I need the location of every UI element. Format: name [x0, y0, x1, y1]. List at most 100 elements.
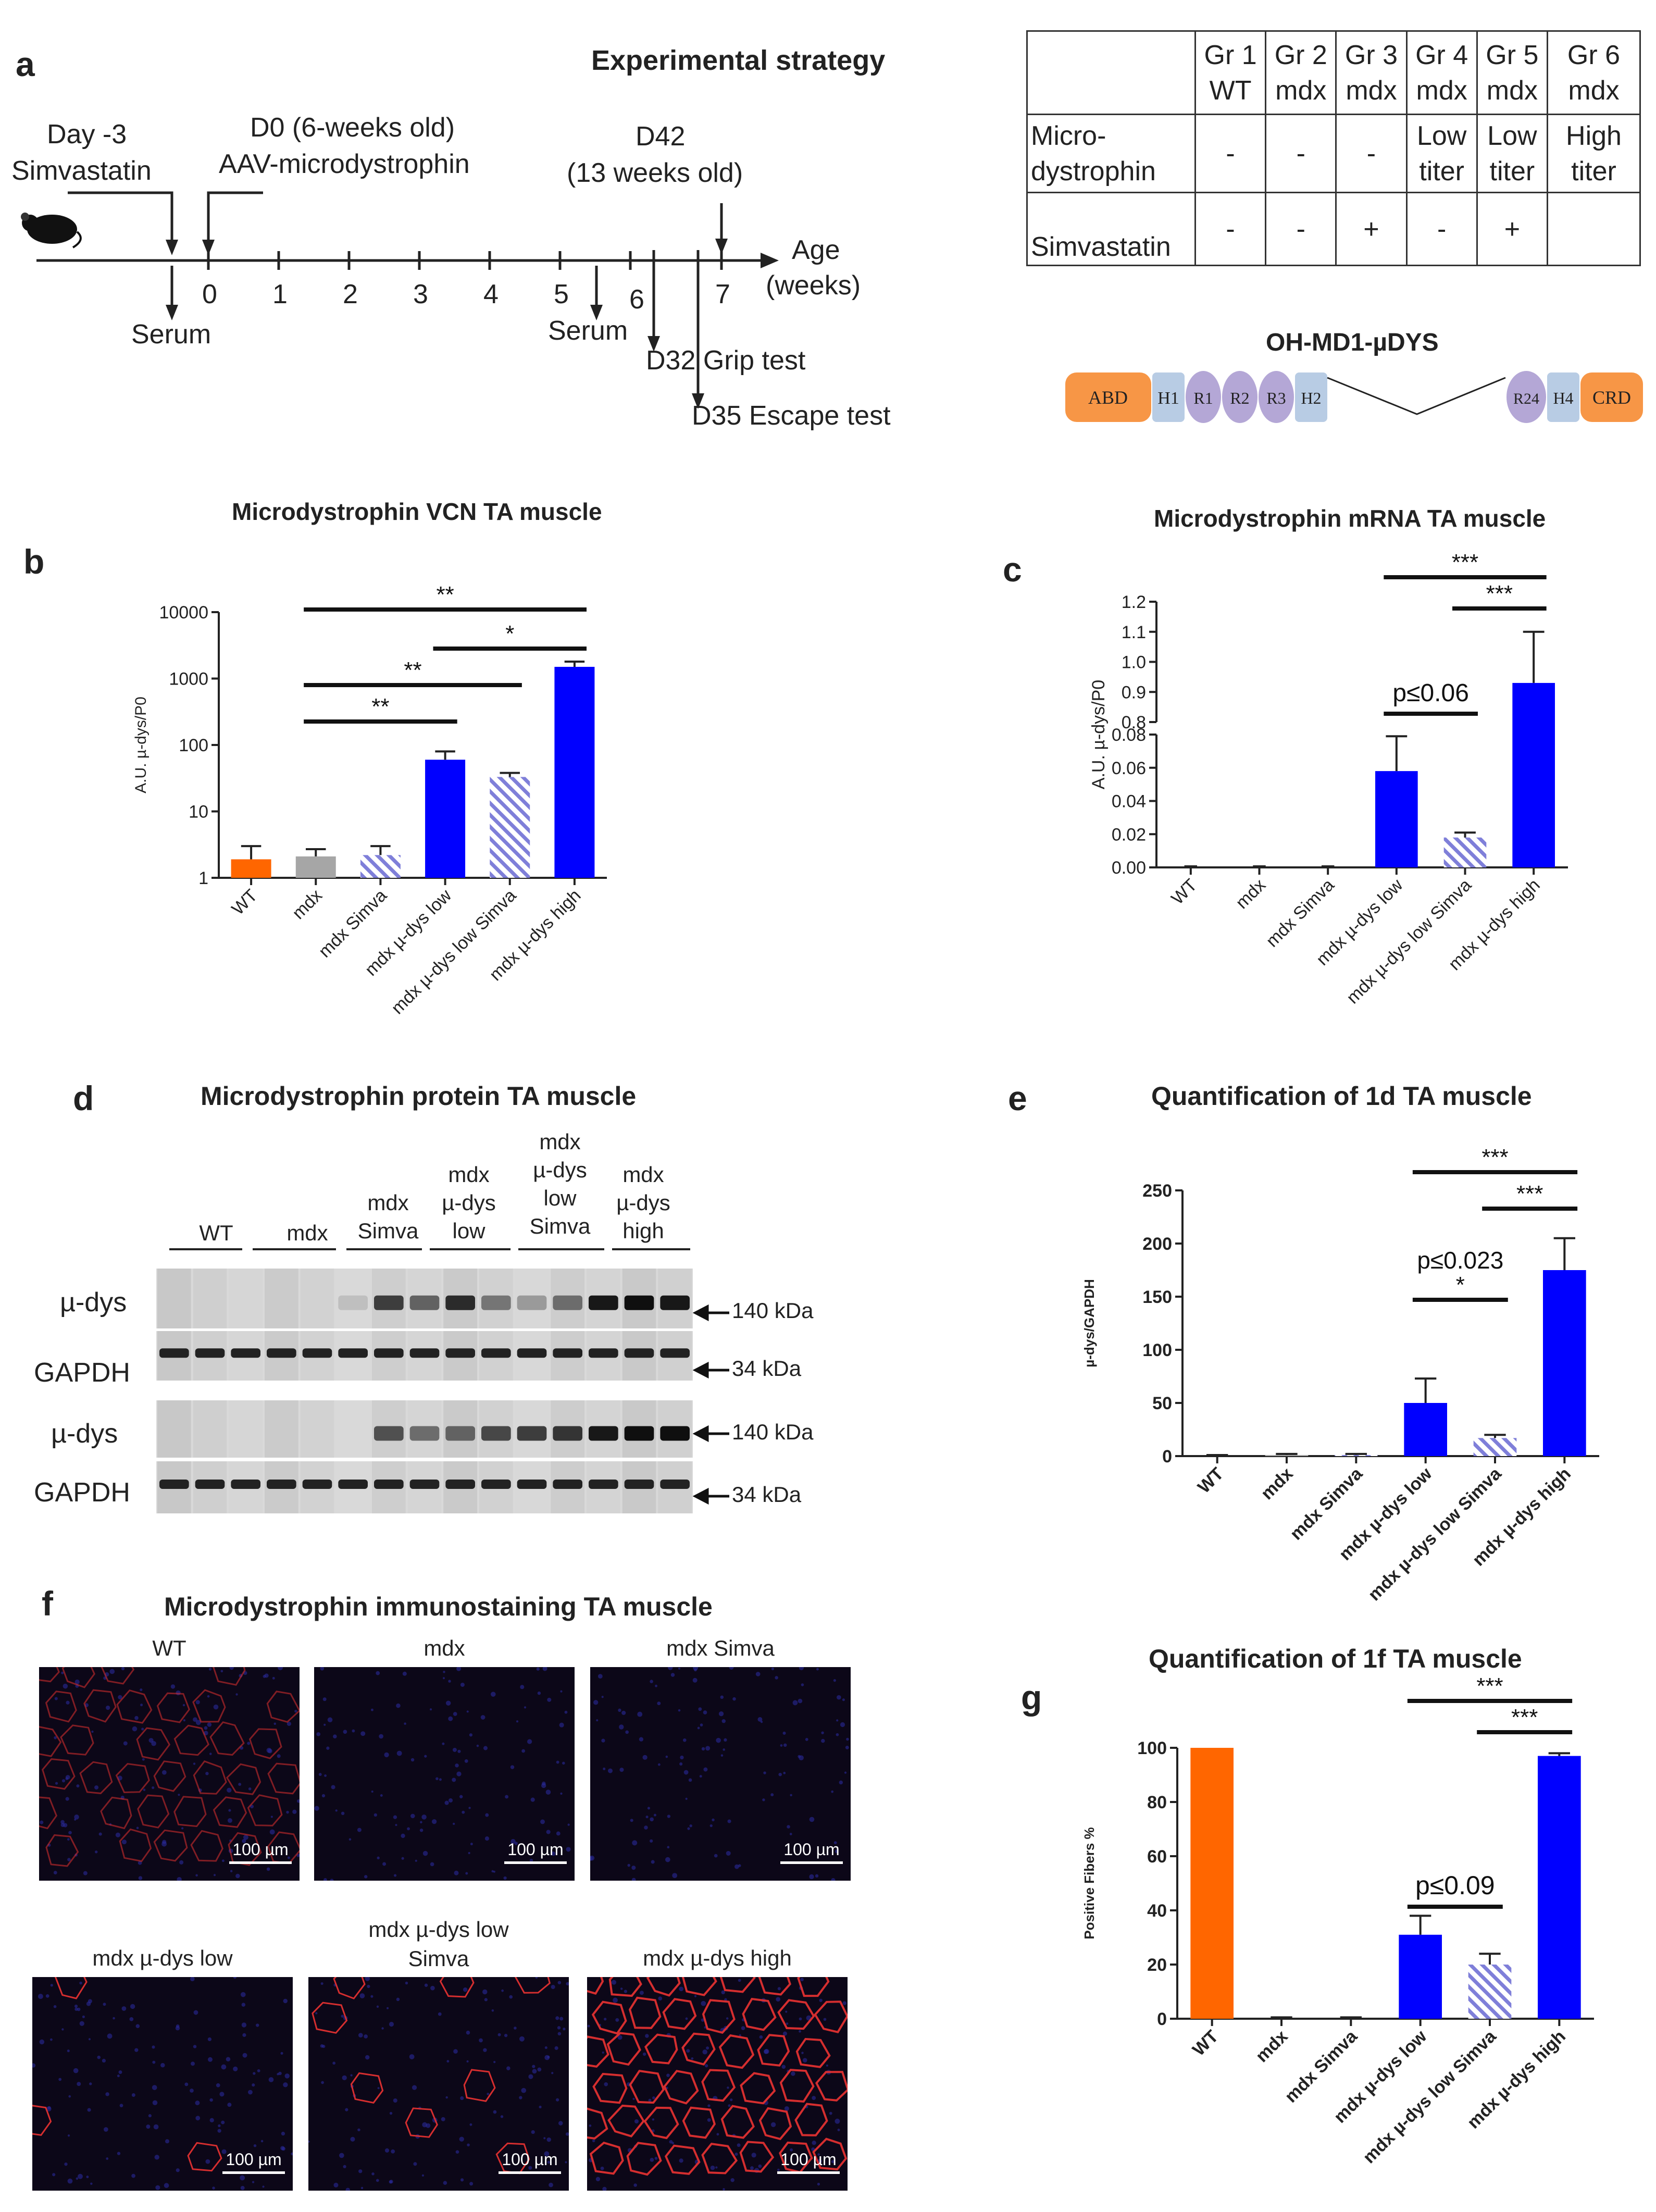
nucleus: [466, 1710, 469, 1713]
image-background: [314, 1667, 575, 1881]
nucleus: [207, 2037, 212, 2042]
x-tick-label: mdx: [289, 886, 326, 923]
fiber-membrane: [644, 2033, 678, 2065]
nucleus: [242, 2033, 246, 2037]
scale-bar: 100 µm: [499, 2150, 561, 2174]
fiber-membrane: [794, 2103, 828, 2136]
nucleus: [790, 1794, 792, 1797]
nucleus: [195, 1700, 200, 1705]
fiber-membrane: [739, 2141, 775, 2173]
nucleus: [103, 2003, 106, 2006]
panel-g-letter: g: [1021, 1678, 1042, 1717]
nucleus: [724, 1738, 727, 1742]
nucleus: [314, 1806, 319, 1811]
nucleus: [682, 1738, 687, 1742]
construct-diagram: ABD H1 R1 R2 R3 H2 R24 H4 CRD: [1065, 371, 1643, 423]
bar: [1443, 837, 1487, 867]
nucleus: [242, 2053, 247, 2058]
nucleus: [559, 2017, 564, 2021]
fiber-membrane: [702, 1999, 736, 2034]
fiber-membrane: [193, 1760, 227, 1795]
nucleus: [556, 1831, 561, 1836]
nucleus: [665, 1755, 668, 1758]
nucleus: [521, 1749, 526, 1753]
nucleus: [737, 2143, 741, 2147]
nucleus: [184, 2082, 189, 2086]
caption-line: Simva: [408, 1946, 469, 1971]
nucleus: [815, 1874, 819, 1878]
nucleus: [315, 2012, 318, 2015]
nucleus: [699, 1775, 702, 1778]
nucleus: [757, 1717, 763, 1722]
y-axis-label: A.U. µ-dys/P0: [1089, 680, 1109, 789]
bar: [1538, 1756, 1581, 2019]
nucleus: [468, 1851, 470, 1855]
nucleus: [252, 2181, 255, 2183]
western-blot: [156, 1269, 693, 1513]
nucleus: [590, 1856, 593, 1861]
nucleus: [836, 1733, 839, 1736]
nucleus: [524, 1706, 527, 1709]
nucleus: [648, 2098, 652, 2102]
nucleus: [52, 2173, 56, 2177]
x-tick-label: WT: [1167, 875, 1201, 909]
blot-band: [445, 1480, 475, 1489]
nucleus: [316, 1732, 321, 1736]
nucleus: [268, 2077, 274, 2082]
y-tick-label: 60: [1147, 1847, 1167, 1867]
nucleus: [457, 1749, 461, 1753]
nucleus: [74, 1818, 77, 1821]
domain-abd: ABD: [1088, 387, 1128, 408]
bar: [1468, 1965, 1512, 2019]
scale-bar: 100 µm: [222, 2150, 285, 2174]
nucleus: [405, 1981, 408, 1985]
nucleus: [205, 1772, 209, 1775]
nucleus: [783, 1743, 787, 1747]
nucleus: [846, 1737, 849, 1741]
nucleus: [650, 1680, 653, 1683]
nucleus: [50, 1984, 53, 1987]
nucleus: [226, 2057, 231, 2062]
nucleus: [706, 2046, 709, 2050]
nucleus: [762, 1798, 765, 1801]
nucleus: [335, 1809, 338, 1812]
nucleus: [117, 2152, 121, 2155]
fiber-membrane: [629, 2070, 665, 2104]
nucleus: [789, 1833, 792, 1835]
nucleus: [511, 1838, 516, 1844]
blot-band: [338, 1348, 368, 1358]
fiber-membrane: [720, 2105, 755, 2139]
mouse-icon: [21, 213, 82, 248]
nucleus: [191, 2061, 195, 2066]
nucleus: [554, 2046, 558, 2050]
nucleus: [470, 1843, 473, 1846]
nucleus: [420, 1821, 422, 1823]
nucleus: [618, 1708, 621, 1712]
fiber-membrane: [83, 1689, 117, 1723]
nucleus: [480, 1715, 485, 1720]
nucleus: [460, 1682, 465, 1687]
nucleus: [320, 2044, 324, 2048]
blot-band: [481, 1426, 511, 1441]
scale-bar: 100 µm: [780, 1840, 843, 1864]
nucleus: [826, 2064, 828, 2067]
fiber-membrane: [681, 2032, 716, 2066]
scale-bar-line: [777, 2171, 840, 2174]
blot-band: [302, 1348, 332, 1358]
nucleus: [777, 1987, 781, 1991]
panel-f-letter: f: [42, 1584, 53, 1623]
nucleus: [702, 2049, 707, 2055]
nucleus: [216, 2083, 220, 2087]
nucleus: [617, 2035, 622, 2040]
nucleus: [770, 1793, 774, 1797]
nucleus: [453, 1712, 457, 1716]
nucleus: [205, 2159, 210, 2164]
nucleus: [650, 1817, 654, 1822]
x-tick-label: WT: [228, 886, 261, 919]
nucleus: [256, 2023, 259, 2027]
nucleus: [117, 2074, 120, 2078]
nucleus: [74, 2007, 78, 2011]
nucleus: [360, 1731, 366, 1736]
timeline-d0: D0 (6-weeks old): [250, 113, 455, 143]
nucleus: [247, 1742, 251, 1745]
